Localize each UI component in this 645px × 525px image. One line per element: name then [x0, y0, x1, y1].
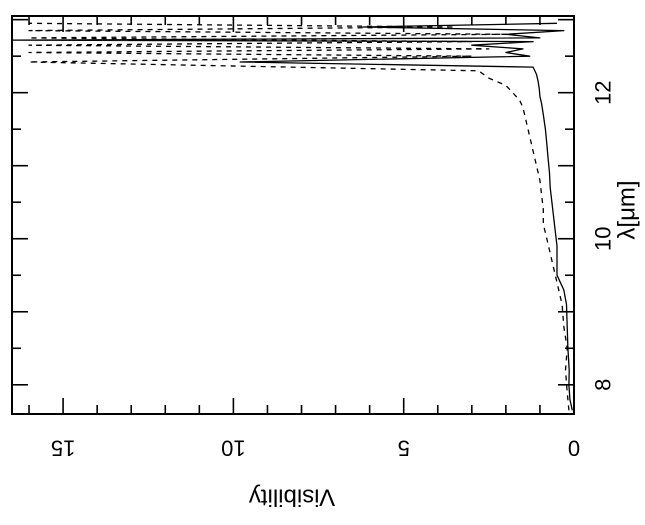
visibility-tick-label: 15 [51, 436, 75, 461]
visibility-tick-label: 0 [568, 436, 580, 461]
solid-series-line [11, 22, 573, 411]
y-axis-title: Visibility [249, 484, 335, 511]
axis-ticks [12, 16, 575, 414]
wavelength-tick-label: 12 [591, 80, 616, 104]
visibility-tick-label: 10 [221, 436, 245, 461]
x-axis-title: λ[μm] [614, 180, 641, 239]
series-lines [11, 22, 573, 411]
wavelength-tick-label: 10 [591, 226, 616, 250]
plot-frame [11, 15, 575, 415]
wavelength-tick-label: 8 [591, 379, 616, 391]
dashed-series-line [28, 22, 570, 411]
tick-labels: 8 10 12 0 5 10 15 [51, 80, 616, 460]
visibility-tick-label: 5 [398, 436, 410, 461]
